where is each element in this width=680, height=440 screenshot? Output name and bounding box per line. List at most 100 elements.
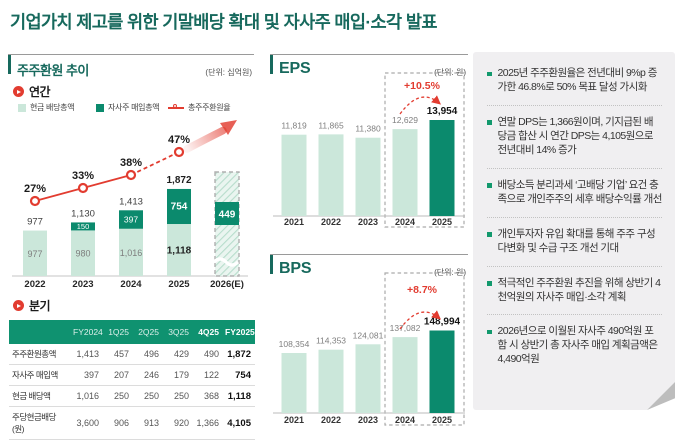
- quarterly-table: FY2024 1Q25 2Q25 3Q25 4Q25 FY2025 주주환원총액 1,413 4…: [9, 320, 255, 440]
- bar-2026E-estimated: 449: [212, 171, 240, 277]
- value-cell: 250: [133, 385, 163, 407]
- trend-arrow-icon: [183, 126, 227, 153]
- shareholder-return-panel: 주주환원 추이 (단위: 십억원): [8, 54, 254, 426]
- bar-2021: 11,819: [281, 121, 307, 216]
- value-label: 11,380: [355, 124, 381, 134]
- note-text: 2025년 주주환원율은 전년대비 9%p 증가한 46.8%로 50% 목표 …: [497, 67, 657, 93]
- legend-label: 총주주환원율: [188, 103, 231, 112]
- table-header-cell: 3Q25: [163, 320, 193, 344]
- value-cell: 457: [103, 344, 133, 365]
- x-axis-label: 2025: [168, 279, 190, 290]
- bar-2024: 137,082: [390, 323, 421, 413]
- value-cell: 1,413: [71, 344, 103, 365]
- cash-value-label: 1,118: [167, 246, 192, 257]
- value-cell: 754: [223, 364, 255, 386]
- table-header-cell: 1Q25: [103, 320, 133, 344]
- bar-2023: 124,081: [353, 330, 384, 413]
- table-header-cell: 2Q25: [133, 320, 163, 344]
- value-cell: 179: [163, 364, 193, 386]
- x-axis-label: 2024: [120, 279, 142, 290]
- panel-header: 주주환원 추이 (단위: 십억원): [8, 55, 254, 79]
- value-cell: 920: [163, 406, 193, 440]
- buyback-value-label: 754: [171, 201, 188, 212]
- play-icon: [13, 86, 24, 97]
- ratio-percent-label: 38%: [120, 157, 142, 169]
- quarterly-label-text: 분기: [29, 299, 51, 313]
- annual-return-chart: 977 977 1,130 980 150 1,413 1,016 397 1,872 1,118…: [8, 112, 253, 294]
- panel-title: BPS: [279, 260, 312, 277]
- unit-label: (단위: 십억원): [205, 68, 252, 77]
- bullet-square-icon: [487, 232, 492, 237]
- x-axis-label: 2024: [395, 415, 415, 425]
- annual-return-chart-svg: 977 977 1,130 980 150 1,413 1,016 397 1,872 1,118…: [12, 120, 248, 290]
- value-cell: 1,118: [223, 385, 255, 407]
- highlight-box: [384, 272, 465, 426]
- value-label: 137,082: [390, 323, 421, 333]
- ratio-percent-label: 33%: [72, 170, 94, 182]
- bar-2022: 11,865: [318, 120, 344, 216]
- bar-2025: 13,954: [427, 106, 458, 216]
- value-cell: 4,105: [223, 406, 255, 440]
- total-label: 1,413: [119, 196, 143, 207]
- note-text: 2026년으로 이월된 자사주 490억원 포함 시 상반기 총 자사주 매입 …: [497, 325, 658, 366]
- eps-chart-svg: 11,819 2021 11,865 2022 11,380 2023 12,629 2024…: [273, 72, 465, 228]
- value-cell: 1,366: [193, 406, 223, 440]
- page-title: 기업가치 제고를 위한 기말배당 확대 및 자사주 매입·소각 발표: [10, 12, 437, 32]
- table-row: 현금 배당액 1,016 250 250 250 368 1,118: [9, 385, 255, 407]
- table-header-cell: FY2025: [223, 320, 255, 344]
- legend-buyback: 자사주 매입총액: [96, 102, 160, 113]
- value-cell: 250: [163, 385, 193, 407]
- highlight-box: [384, 72, 465, 228]
- value-cell: 429: [163, 344, 193, 365]
- bar-2022: 114,353: [316, 336, 346, 413]
- annual-section-label: 연간: [13, 83, 51, 100]
- x-axis-label: 2021: [284, 217, 304, 227]
- row-label-cell: 현금 배당액: [9, 385, 71, 407]
- header-accent-bar: [8, 55, 11, 74]
- buyback-value-label: 449: [219, 210, 236, 221]
- value-label: 11,819: [281, 121, 307, 131]
- x-axis-label: 2024: [395, 217, 415, 227]
- value-cell: 368: [193, 385, 223, 407]
- total-label: 1,130: [71, 208, 95, 219]
- note-text: 연말 DPS는 1,366원이며, 기지급된 배당금 합산 시 연간 DPS는 …: [497, 115, 654, 156]
- value-cell: 913: [133, 406, 163, 440]
- table-header-cell: [9, 320, 71, 344]
- value-label: 12,629: [392, 115, 418, 125]
- total-return-ratio-line: 27% 33% 38% 47%: [24, 120, 237, 207]
- header-accent-bar: [270, 255, 273, 274]
- total-label: 977: [27, 217, 43, 228]
- table-row: 자사주 매입액 397 207 246 179 122 754: [9, 364, 255, 386]
- quarterly-section-label: 분기: [13, 297, 51, 314]
- value-cell: 496: [133, 344, 163, 365]
- row-label-cell: 주주환원총액: [9, 344, 71, 365]
- dark-green-swatch-icon: [96, 103, 104, 112]
- note-text: 배당소득 분리과세 ‘고배당 기업’ 요건 충족으로 개인주주의 세후 배당수익…: [497, 178, 662, 205]
- value-cell: 246: [133, 364, 163, 386]
- note-item: 적극적인 주주환원 추진을 위해 상반기 4천억원의 자사주 매입·소각 계획: [487, 266, 662, 315]
- value-cell: 490: [193, 344, 223, 365]
- bullet-square-icon: [487, 330, 492, 335]
- panel-title: 주주환원 추이: [17, 63, 89, 78]
- key-points-note: 2025년 주주환원율은 전년대비 9%p 증가한 46.8%로 50% 목표 …: [473, 52, 675, 410]
- change-percent-label: +10.5%: [404, 80, 441, 92]
- table-row: 주당현금배당(원) 3,600 906 913 920 1,366 4,105: [9, 406, 255, 440]
- value-label: 108,354: [279, 339, 310, 349]
- note-item: 배당소득 분리과세 ‘고배당 기업’ 요건 충족으로 개인주주의 세후 배당수익…: [487, 168, 662, 217]
- panel-title: EPS: [279, 60, 311, 77]
- value-cell: 397: [71, 364, 103, 386]
- header-accent-bar: [270, 55, 273, 74]
- cash-value-label: 1,016: [120, 248, 143, 258]
- value-label: 11,865: [318, 120, 344, 130]
- bps-chart-svg: 108,354 2021 114,353 2022 124,081 2023 137,082…: [273, 272, 465, 426]
- table-row: 주주환원총액 1,413 457 496 429 490 1,872: [9, 344, 255, 365]
- value-label: 148,994: [424, 317, 461, 328]
- cash-value-label: 977: [27, 249, 42, 259]
- table-header-cell: 4Q25: [193, 320, 223, 344]
- x-axis-label: 2023: [72, 279, 93, 290]
- bar-2023: 11,380: [355, 124, 381, 216]
- change-percent-label: +8.7%: [407, 284, 438, 296]
- table-header-row: FY2024 1Q25 2Q25 3Q25 4Q25 FY2025: [9, 320, 255, 344]
- bar-2022: 977 977: [23, 217, 47, 276]
- value-cell: 250: [103, 385, 133, 407]
